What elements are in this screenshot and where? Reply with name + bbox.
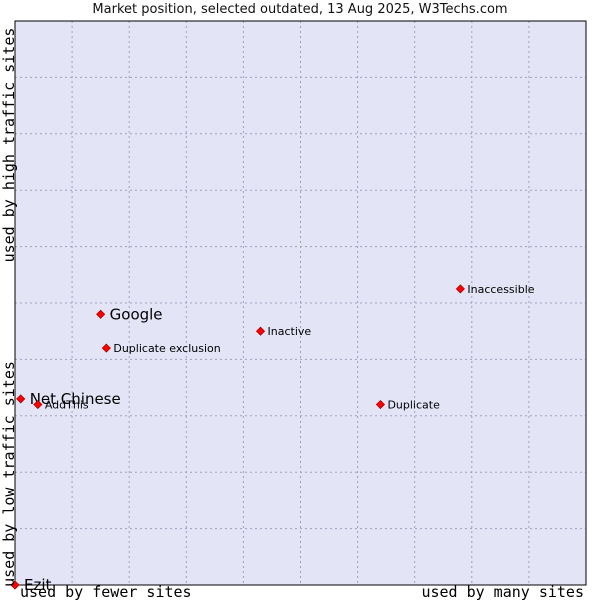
data-point-marker [10,580,20,590]
y-axis-label-low: used by low traffic sites [0,361,18,587]
data-point-label: Google [110,305,163,323]
data-point-marker [16,394,26,404]
plot-border [14,20,587,586]
data-point-group: Google [96,305,163,323]
data-point-label: Net Chinese [30,390,121,408]
data-point-marker [455,284,465,294]
data-point-group: Ezit [10,576,52,594]
data-point-group: Inactive [255,325,312,338]
data-point-label: Inactive [268,325,312,338]
x-axis-label-fewer: used by fewer sites [20,583,192,601]
grid-lines [15,21,586,585]
data-point-group: Inaccessible [455,283,535,296]
data-point-group: Duplicate [375,399,440,412]
x-axis-label-many: used by many sites [421,583,584,601]
data-point-group: Net Chinese [16,390,121,408]
y-axis-label-high: used by high traffic sites [0,27,18,263]
data-point-marker [255,326,266,336]
data-point-label: Duplicate exclusion [113,342,220,355]
data-point-group: Duplicate exclusion [101,342,221,355]
data-point-group: AddThis [33,399,89,412]
chart-title: Market position, selected outdated, 13 A… [92,2,508,17]
data-point-marker [96,309,106,319]
data-point-marker [33,399,43,410]
data-point-label: AddThis [45,399,89,412]
data-point-marker [375,399,386,410]
data-point-marker [101,343,111,353]
data-point-label: Ezit [24,576,52,594]
data-point-label: Inaccessible [467,283,534,296]
data-point-label: Duplicate [387,399,440,412]
